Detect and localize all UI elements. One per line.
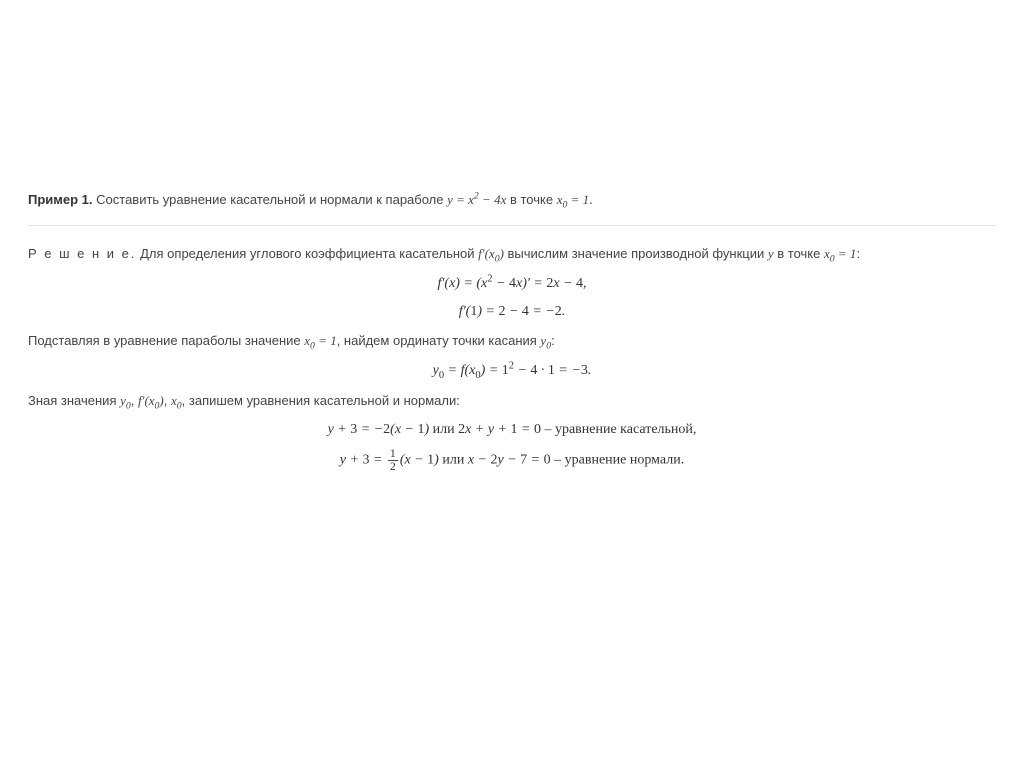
solution-p3: Зная значения y0, f′(x0), x0, запишем ур… — [28, 391, 996, 412]
section-divider — [28, 225, 996, 226]
problem-eq2: x0 = 1 — [557, 192, 589, 207]
problem-text-3: . — [589, 192, 593, 207]
p3-sep1: , — [131, 393, 138, 408]
solution-label: Р е ш е н и е. — [28, 246, 137, 261]
solution-p1-text4: : — [856, 246, 860, 261]
equation-block-2: y0 = f(x0) = 12 − 4 · 1 = −3. — [28, 360, 996, 382]
p2-text2: , найдем ординату точки касания — [337, 333, 541, 348]
p3-sep2: , — [164, 393, 171, 408]
p3-text2: , запишем уравнения касательной и нормал… — [182, 393, 460, 408]
p2-text3: : — [551, 333, 555, 348]
p3-m1: y0 — [120, 393, 131, 408]
solution-p1-math1: f′(x0) — [478, 246, 504, 261]
p3-text1: Зная значения — [28, 393, 120, 408]
problem-text-2: в точке — [506, 192, 556, 207]
p2-math1: x0 = 1 — [304, 333, 336, 348]
solution-p1: Р е ш е н и е. Для определения углового … — [28, 244, 996, 265]
solution-p1-text2: вычислим значение производной функции — [504, 246, 768, 261]
document-page: Пример 1. Составить уравнение касательно… — [0, 0, 1024, 473]
problem-eq1: y = x2 − 4x — [447, 192, 506, 207]
problem-text-1: Составить уравнение касательной и нормал… — [93, 192, 448, 207]
solution-p1-text3: в точке — [774, 246, 824, 261]
p2-text1: Подставляя в уравнение параболы значение — [28, 333, 304, 348]
p3-m2: f′(x0) — [138, 393, 164, 408]
solution-p1-text1: Для определения углового коэффициента ка… — [137, 246, 479, 261]
equation-block-1-line1: f′(x) = (x2 − 4x)′ = 2x − 4, — [28, 273, 996, 295]
p2-math2: y0 — [540, 333, 551, 348]
equation-block-3-line2: y + 3 = 12(x − 1) или x − 2y − 7 = 0 – у… — [28, 448, 996, 473]
solution-p2: Подставляя в уравнение параболы значение… — [28, 331, 996, 352]
p3-m3: x0 — [171, 393, 182, 408]
problem-label: Пример 1. — [28, 192, 93, 207]
equation-block-1-line2: f′(1) = 2 − 4 = −2. — [28, 301, 996, 323]
problem-statement: Пример 1. Составить уравнение касательно… — [28, 190, 996, 211]
equation-block-3-line1: y + 3 = −2(x − 1) или 2x + y + 1 = 0 – у… — [28, 419, 996, 441]
solution-p1-math3: x0 = 1 — [824, 246, 856, 261]
